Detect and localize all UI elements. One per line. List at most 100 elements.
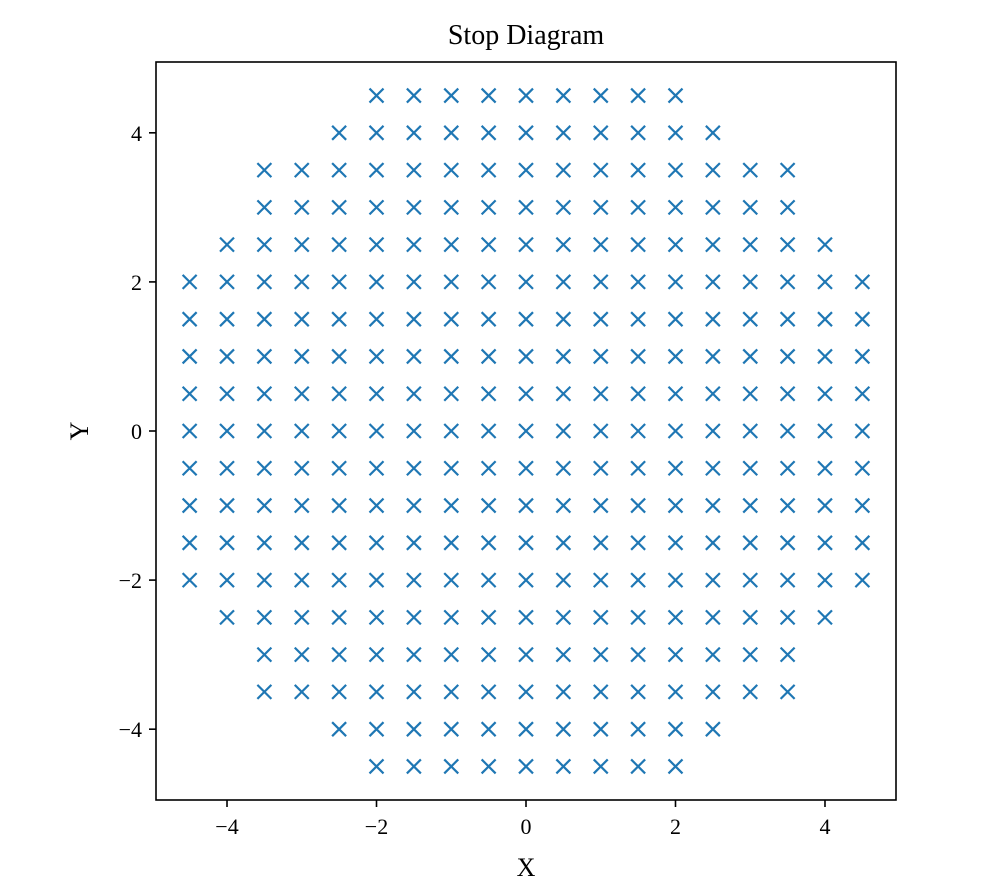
data-point [705, 385, 721, 402]
data-point [480, 125, 497, 141]
data-point [592, 236, 609, 253]
data-point [256, 646, 273, 663]
data-point [555, 236, 572, 253]
data-point [555, 348, 572, 365]
data-point [630, 162, 646, 178]
x-tick-label: −2 [365, 814, 388, 839]
chart-title: Stop Diagram [448, 20, 605, 51]
data-point [592, 684, 609, 700]
data-point [293, 199, 310, 216]
data-point [480, 199, 497, 216]
data-point [368, 758, 385, 775]
data-point [331, 721, 347, 737]
data-point [219, 385, 235, 402]
data-point [406, 460, 422, 477]
data-point [480, 87, 497, 104]
data-point [667, 274, 684, 290]
data-point [854, 535, 871, 551]
data-point [518, 199, 534, 216]
data-point [219, 460, 235, 477]
data-point [443, 236, 460, 253]
data-point [779, 311, 796, 327]
data-point [817, 609, 833, 626]
data-point [368, 646, 385, 663]
data-point [480, 162, 497, 178]
data-point [630, 125, 646, 141]
data-point [555, 758, 572, 775]
data-point [368, 87, 385, 104]
data-point [630, 87, 646, 104]
data-point [854, 460, 871, 477]
data-point [256, 311, 273, 327]
data-point [293, 535, 310, 551]
data-point [293, 385, 310, 402]
data-point [181, 423, 198, 439]
data-point [705, 423, 721, 439]
data-point [705, 684, 721, 700]
data-point [443, 572, 460, 588]
data-point [181, 274, 198, 290]
data-point [592, 572, 609, 588]
data-point [667, 423, 684, 439]
data-point [293, 646, 310, 663]
data-point [443, 721, 460, 737]
data-point [368, 609, 385, 626]
data-point [742, 348, 759, 365]
data-point [667, 721, 684, 737]
data-point [817, 423, 833, 439]
data-point [555, 646, 572, 663]
data-point [443, 535, 460, 551]
data-point [555, 87, 572, 104]
data-point [779, 423, 796, 439]
data-point [705, 721, 721, 737]
data-point [817, 385, 833, 402]
data-point [667, 87, 684, 104]
data-point [555, 162, 572, 178]
data-point [219, 311, 235, 327]
data-point [256, 423, 273, 439]
data-point [742, 236, 759, 253]
data-point [630, 236, 646, 253]
data-point [592, 460, 609, 477]
y-tick-label: 0 [131, 419, 142, 444]
data-point [181, 311, 198, 327]
data-point [368, 385, 385, 402]
data-point [368, 721, 385, 737]
data-point [854, 274, 871, 290]
data-point [331, 460, 347, 477]
data-point [667, 385, 684, 402]
x-tick-label: −4 [215, 814, 238, 839]
data-point [667, 162, 684, 178]
data-point [667, 311, 684, 327]
data-point [480, 311, 497, 327]
data-point [667, 572, 684, 588]
data-point [443, 199, 460, 216]
data-point [331, 162, 347, 178]
data-point [705, 125, 721, 141]
data-point [443, 460, 460, 477]
data-point [406, 684, 422, 700]
data-point [406, 236, 422, 253]
data-point [742, 646, 759, 663]
data-point [406, 535, 422, 551]
data-point [406, 87, 422, 104]
data-point [256, 460, 273, 477]
data-point [331, 274, 347, 290]
data-point [779, 385, 796, 402]
data-point [368, 572, 385, 588]
data-point [406, 609, 422, 626]
data-point [406, 348, 422, 365]
data-point [443, 423, 460, 439]
data-point [368, 236, 385, 253]
data-point [667, 758, 684, 775]
x-tick-label: 2 [670, 814, 681, 839]
data-point [293, 162, 310, 178]
data-point [592, 87, 609, 104]
data-point [592, 199, 609, 216]
data-point [592, 535, 609, 551]
data-point [443, 125, 460, 141]
data-point [705, 311, 721, 327]
data-point [331, 125, 347, 141]
data-point [518, 87, 534, 104]
